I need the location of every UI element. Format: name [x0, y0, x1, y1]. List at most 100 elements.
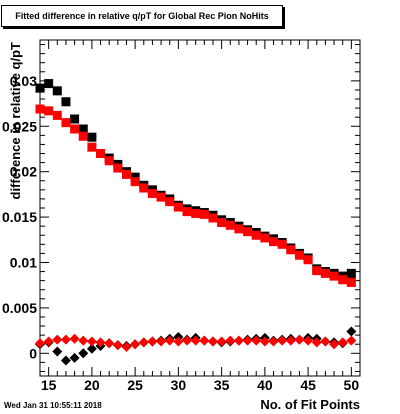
data-point-series-1 [225, 220, 235, 230]
data-point-series-3 [285, 335, 296, 346]
data-point-series-3 [190, 335, 201, 346]
data-point-series-1 [320, 268, 330, 278]
data-point-series-3 [268, 336, 279, 347]
data-point-series-3 [346, 335, 357, 346]
data-point-series-0 [346, 268, 356, 278]
data-point-series-0 [35, 83, 45, 93]
data-point-series-3 [43, 336, 54, 347]
data-point-series-3 [130, 339, 141, 350]
data-point-series-3 [164, 335, 175, 346]
y-tick-label: 0 [29, 345, 37, 361]
data-point-series-1 [286, 245, 296, 255]
x-tick-label: 45 [300, 377, 316, 393]
data-point-series-2 [346, 326, 357, 337]
data-point-series-1 [269, 237, 279, 247]
x-tick-label: 15 [41, 377, 57, 393]
data-point-series-3 [311, 337, 322, 348]
data-point-series-1 [70, 124, 80, 134]
data-point-series-3 [225, 335, 236, 346]
data-point-series-3 [147, 336, 158, 347]
y-tick-label: 0.03 [10, 73, 37, 89]
data-point-series-1 [346, 277, 356, 287]
chart-title-box: Fitted difference in relative q/pT for G… [1, 5, 283, 27]
data-point-series-3 [138, 337, 149, 348]
data-point-series-0 [52, 86, 62, 96]
data-point-series-3 [52, 334, 63, 345]
data-point-series-1 [130, 177, 140, 187]
data-point-series-1 [329, 271, 339, 281]
data-point-series-1 [208, 213, 218, 223]
data-point-series-1 [338, 275, 348, 285]
data-point-series-3 [173, 336, 184, 347]
data-point-series-1 [303, 255, 313, 265]
y-axis-label: difference in relative q/pT [8, 42, 23, 200]
x-tick-label: 35 [214, 377, 230, 393]
x-tick-label: 40 [257, 377, 273, 393]
y-tick-label: 0.01 [10, 254, 37, 270]
data-point-series-1 [121, 169, 131, 179]
data-point-series-1 [147, 188, 157, 198]
data-point-series-1 [87, 142, 97, 152]
data-point-series-0 [70, 114, 80, 124]
data-point-series-1 [260, 233, 270, 243]
data-point-series-2 [60, 355, 71, 366]
data-point-series-1 [312, 266, 322, 276]
data-point-series-2 [69, 352, 80, 363]
data-point-series-3 [69, 333, 80, 344]
data-point-series-3 [104, 338, 115, 349]
data-point-series-1 [35, 104, 45, 114]
data-point-series-1 [277, 239, 287, 249]
data-point-series-1 [191, 208, 201, 218]
data-point-series-1 [156, 192, 166, 202]
chart-title: Fitted difference in relative q/pT for G… [15, 11, 269, 21]
data-point-series-3 [216, 336, 227, 347]
data-point-series-3 [78, 335, 89, 346]
data-point-series-3 [35, 338, 45, 349]
data-point-series-1 [139, 183, 149, 193]
data-point-series-1 [96, 149, 106, 159]
data-point-series-1 [104, 156, 114, 166]
data-point-series-3 [121, 341, 132, 352]
y-tick-label: 0.02 [10, 164, 37, 180]
data-point-series-3 [86, 336, 97, 347]
x-tick-label: 30 [171, 377, 187, 393]
data-point-series-3 [112, 340, 123, 351]
y-tick-label: 0.025 [2, 118, 37, 134]
data-point-series-1 [217, 218, 227, 228]
data-point-series-3 [95, 337, 106, 348]
x-axis-label: No. of Fit Points [260, 397, 360, 412]
data-point-series-1 [251, 230, 261, 240]
data-point-series-3 [60, 334, 71, 345]
data-point-series-1 [173, 202, 183, 212]
data-point-series-3 [251, 335, 262, 346]
data-point-series-0 [61, 97, 71, 107]
data-point-series-3 [294, 334, 305, 345]
data-point-series-1 [113, 163, 123, 173]
data-point-series-3 [156, 336, 167, 347]
data-point-series-3 [259, 336, 270, 347]
data-point-series-1 [199, 209, 209, 219]
y-tick-label: 0.015 [2, 209, 37, 225]
data-point-series-3 [277, 335, 288, 346]
data-point-series-0 [130, 172, 140, 182]
data-point-series-0 [44, 79, 54, 89]
data-point-series-2 [78, 348, 89, 359]
data-point-series-1 [44, 106, 54, 116]
x-tick-label: 20 [84, 377, 100, 393]
data-point-series-1 [234, 224, 244, 234]
data-point-series-2 [86, 343, 97, 354]
data-point-series-1 [52, 110, 62, 120]
data-point-series-3 [320, 336, 331, 347]
data-point-series-3 [303, 335, 314, 346]
data-point-series-1 [165, 197, 175, 207]
data-point-series-3 [207, 336, 218, 347]
data-point-series-1 [182, 207, 192, 217]
data-point-series-3 [233, 335, 244, 346]
data-point-series-1 [61, 118, 71, 128]
data-point-series-0 [78, 124, 88, 134]
data-point-series-1 [243, 227, 253, 237]
y-tick-label: 0.005 [2, 300, 37, 316]
data-point-series-3 [329, 339, 340, 350]
timestamp-label: Wed Jan 31 10:55:11 2018 [4, 401, 102, 410]
